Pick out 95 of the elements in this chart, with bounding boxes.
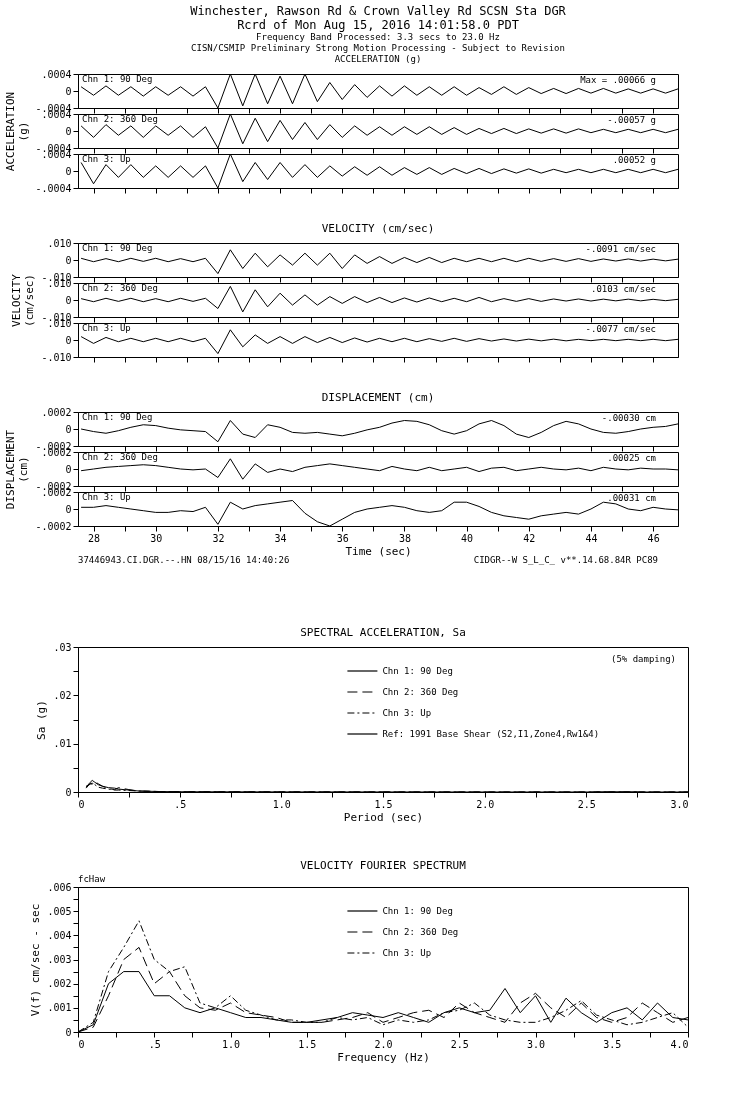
chart-subtitle: Frequency Band Processed: 3.3 secs to 23.0 Hz CISN/CSMIP Preliminary Strong Motion Processing - Subject to Revision ACCELERATION (g) xyxy=(191,32,565,64)
x-tick-label: 3.0 xyxy=(526,1038,546,1050)
x-tick-label: 3.0 xyxy=(670,798,689,810)
chart-title: SPECTRAL ACCELERATION, Sa xyxy=(300,626,466,639)
x-tick-label: 36 xyxy=(336,532,349,544)
y-tick-label: .010 xyxy=(47,237,72,249)
legend-label: Ref: 1991 Base Shear (S2,I1,Zone4,Rw1&4) xyxy=(382,729,600,739)
annotation: Chn 3: Up xyxy=(82,323,131,333)
legend-label: Chn 3: Up xyxy=(382,708,432,718)
chart-title: VELOCITY (cm/sec) xyxy=(321,222,435,235)
annotation: Chn 2: 360 Deg xyxy=(82,452,158,462)
annotation: (5% damping) xyxy=(610,654,676,664)
legend-label: Chn 2: 360 Deg xyxy=(382,927,459,937)
text: 37446943.CI.DGR.--.HN 08/15/16 14:40:26 xyxy=(78,555,290,565)
x-tick-label: 42 xyxy=(523,532,536,544)
x-tick-label: 1.5 xyxy=(374,798,393,810)
y-tick-label: 0 xyxy=(65,1026,72,1038)
x-tick-label: 44 xyxy=(585,532,598,544)
x-tick-label: 38 xyxy=(398,532,411,544)
x-tick-label: 0 xyxy=(78,798,85,810)
x-axis-title: Frequency (Hz) xyxy=(337,1050,430,1064)
x-tick-label: 3.5 xyxy=(603,1038,622,1050)
annotation: Chn 1: 90 Deg xyxy=(82,74,153,84)
x-tick-label: 30 xyxy=(150,532,163,544)
y-axis-title: V(f) cm/sec - sec xyxy=(29,903,43,1017)
y-tick-label: 0 xyxy=(65,125,72,137)
y-tick-label: 0 xyxy=(65,294,72,306)
x-tick-label: 40 xyxy=(461,532,474,544)
y-tick-label: .003 xyxy=(47,954,72,965)
y-tick-label: .001 xyxy=(47,1002,72,1014)
annotation: Max = .00066 g xyxy=(580,75,656,85)
y-tick-label: .0004 xyxy=(41,68,72,80)
chart-title: VELOCITY FOURIER SPECTRUM xyxy=(300,859,467,872)
annotation: .0103 cm/sec xyxy=(590,284,656,294)
x-tick-label: .5 xyxy=(174,798,187,810)
y-tick-label: 0 xyxy=(65,423,72,435)
annotation: Chn 2: 360 Deg xyxy=(82,114,158,124)
annotation: -.00030 cm xyxy=(601,413,656,423)
y-tick-label: .01 xyxy=(53,738,72,750)
y-tick-label: .03 xyxy=(53,641,72,653)
annotation: -.0077 cm/sec xyxy=(585,324,656,334)
annotation: .00031 cm xyxy=(607,493,656,503)
x-tick-label: 2.5 xyxy=(577,798,596,810)
y-tick-label: 0 xyxy=(65,463,72,475)
legend-label: Chn 1: 90 Deg xyxy=(382,666,453,676)
y-axis-title: Sa (g) xyxy=(35,700,49,740)
annotation: -.0091 cm/sec xyxy=(585,244,656,254)
annotation: .00052 g xyxy=(612,155,656,165)
y-tick-label: -.0002 xyxy=(35,520,72,532)
text: fcHaw xyxy=(78,874,106,884)
y-tick-label: 0 xyxy=(65,786,72,798)
x-tick-label: 1.0 xyxy=(272,798,291,810)
x-tick-label: 2.5 xyxy=(450,1038,469,1050)
chart-title: DISPLACEMENT (cm) xyxy=(321,391,435,404)
annotation: Chn 3: Up xyxy=(82,154,131,164)
x-tick-label: 0 xyxy=(78,1038,85,1050)
x-tick-label: 1.5 xyxy=(298,1038,317,1050)
legend-label: Chn 2: 360 Deg xyxy=(382,687,459,697)
y-axis-title: DISPLACEMENT (cm) xyxy=(4,429,31,510)
annotation: -.00057 g xyxy=(607,115,656,125)
x-tick-label: 46 xyxy=(647,532,660,544)
annotation: Chn 3: Up xyxy=(82,492,131,502)
y-tick-label: -.0004 xyxy=(35,182,72,194)
y-tick-label: .0002 xyxy=(41,406,72,418)
y-tick-label: 0 xyxy=(65,334,72,346)
y-tick-label: .005 xyxy=(47,905,72,917)
x-axis-title: Time (sec) xyxy=(345,544,412,558)
chart-title: Winchester, Rawson Rd & Crown Valley Rd SCSN Sta DGR Rcrd of Mon Aug 15, 2016 14:01:58.0 PDT xyxy=(190,4,567,32)
x-tick-label: .5 xyxy=(148,1038,161,1050)
text: CIDGR--W S_L_C_ v**.14.68.84R PC89 xyxy=(473,555,658,565)
y-tick-label: .002 xyxy=(47,978,72,990)
y-tick-label: .02 xyxy=(53,689,72,701)
x-axis-title: Period (sec) xyxy=(343,810,424,824)
y-tick-label: 0 xyxy=(65,85,72,97)
annotation: Chn 1: 90 Deg xyxy=(82,412,153,422)
annotation: .00025 cm xyxy=(607,453,656,463)
annotation: Chn 1: 90 Deg xyxy=(82,243,153,253)
y-tick-label: 0 xyxy=(65,165,72,177)
legend-label: Chn 3: Up xyxy=(382,948,432,958)
x-tick-label: 4.0 xyxy=(670,1038,689,1050)
x-tick-label: 2.0 xyxy=(374,1038,393,1050)
x-tick-label: 32 xyxy=(212,532,225,544)
y-tick-label: -.010 xyxy=(41,351,72,363)
legend-label: Chn 1: 90 Deg xyxy=(382,906,453,916)
y-axis-title: VELOCITY (cm/sec) xyxy=(10,273,37,327)
y-tick-label: .004 xyxy=(47,929,72,941)
y-tick-label: 0 xyxy=(65,254,72,266)
x-tick-label: 1.0 xyxy=(221,1038,241,1050)
x-tick-label: 2.0 xyxy=(476,798,495,810)
annotation: Chn 2: 360 Deg xyxy=(82,283,158,293)
y-tick-label: .006 xyxy=(47,881,72,893)
x-tick-label: 28 xyxy=(88,532,101,544)
y-axis-title: ACCELERATION (g) xyxy=(4,91,31,172)
y-tick-label: 0 xyxy=(65,503,72,515)
x-tick-label: 34 xyxy=(274,532,287,544)
